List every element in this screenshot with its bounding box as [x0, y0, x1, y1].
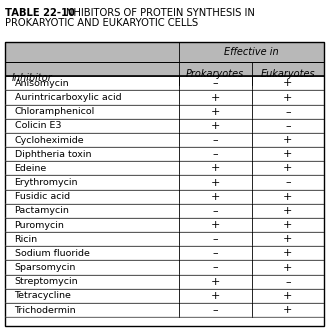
Text: Sodium fluoride: Sodium fluoride [14, 249, 89, 258]
Text: Sparsomycin: Sparsomycin [14, 263, 76, 272]
Text: +: + [283, 78, 292, 88]
Text: +: + [283, 220, 292, 230]
Text: Aurintricarboxylic acid: Aurintricarboxylic acid [14, 93, 121, 102]
Text: +: + [283, 291, 292, 301]
Bar [5, 289, 324, 303]
Text: +: + [283, 164, 292, 173]
Text: +: + [283, 248, 292, 258]
Text: –: – [213, 248, 218, 258]
Bar [5, 189, 324, 204]
Text: +: + [211, 121, 220, 131]
Text: –: – [213, 135, 218, 145]
Bar [5, 246, 324, 260]
Text: Colicin E3: Colicin E3 [14, 122, 61, 131]
Bar [5, 303, 324, 317]
Text: Prokaryotes: Prokaryotes [186, 69, 244, 79]
Text: –: – [213, 149, 218, 159]
Bar [5, 204, 324, 218]
Bar [5, 105, 324, 119]
Text: Streptomycin: Streptomycin [14, 277, 78, 286]
Text: –: – [213, 305, 218, 315]
Bar [5, 119, 324, 133]
Text: INHIBITORS OF PROTEIN SYNTHESIS IN: INHIBITORS OF PROTEIN SYNTHESIS IN [63, 8, 254, 18]
Text: +: + [211, 164, 220, 173]
Text: +: + [283, 305, 292, 315]
Text: Eukaryotes: Eukaryotes [261, 69, 315, 79]
Text: +: + [211, 192, 220, 202]
Text: Edeine: Edeine [14, 164, 47, 173]
Text: +: + [211, 220, 220, 230]
Text: +: + [283, 149, 292, 159]
Bar [5, 275, 324, 289]
Text: +: + [211, 107, 220, 117]
Text: +: + [211, 291, 220, 301]
Text: Chloramphenicol: Chloramphenicol [14, 107, 95, 116]
Text: Effective in: Effective in [224, 47, 279, 57]
Text: +: + [283, 192, 292, 202]
Bar [5, 133, 324, 147]
Bar [5, 232, 324, 246]
Bar [5, 42, 324, 62]
Bar [5, 76, 324, 91]
Text: +: + [211, 93, 220, 103]
Text: +: + [283, 135, 292, 145]
Text: +: + [283, 234, 292, 244]
Text: PROKARYOTIC AND EUKARYOTIC CELLS: PROKARYOTIC AND EUKARYOTIC CELLS [5, 18, 198, 28]
Text: +: + [283, 93, 292, 103]
Text: –: – [213, 263, 218, 273]
Text: –: – [213, 234, 218, 244]
Bar [5, 161, 324, 175]
Text: Tetracycline: Tetracycline [14, 291, 71, 300]
Text: Diphtheria toxin: Diphtheria toxin [14, 150, 91, 159]
Bar [5, 175, 324, 189]
Bar [5, 147, 324, 161]
Text: +: + [283, 206, 292, 216]
Text: –: – [285, 107, 291, 117]
Text: Inhibitor: Inhibitor [11, 73, 52, 83]
Bar [5, 91, 324, 105]
Text: +: + [283, 263, 292, 273]
Text: –: – [285, 121, 291, 131]
Bar [5, 260, 324, 275]
Text: TABLE 22-10: TABLE 22-10 [5, 8, 75, 18]
Text: Erythromycin: Erythromycin [14, 178, 78, 187]
Bar [5, 62, 324, 86]
Text: –: – [285, 277, 291, 287]
Text: Anisomycin: Anisomycin [14, 79, 69, 88]
Text: +: + [211, 277, 220, 287]
Text: +: + [211, 177, 220, 187]
Text: –: – [285, 177, 291, 187]
Text: –: – [213, 78, 218, 88]
Text: Cycloheximide: Cycloheximide [14, 136, 84, 145]
Text: –: – [213, 206, 218, 216]
Bar [5, 218, 324, 232]
Text: Ricin: Ricin [14, 235, 38, 244]
Text: Trichodermin: Trichodermin [14, 306, 76, 315]
Text: Puromycin: Puromycin [14, 220, 64, 229]
Text: Fusidic acid: Fusidic acid [14, 192, 70, 201]
Text: Pactamycin: Pactamycin [14, 206, 69, 215]
